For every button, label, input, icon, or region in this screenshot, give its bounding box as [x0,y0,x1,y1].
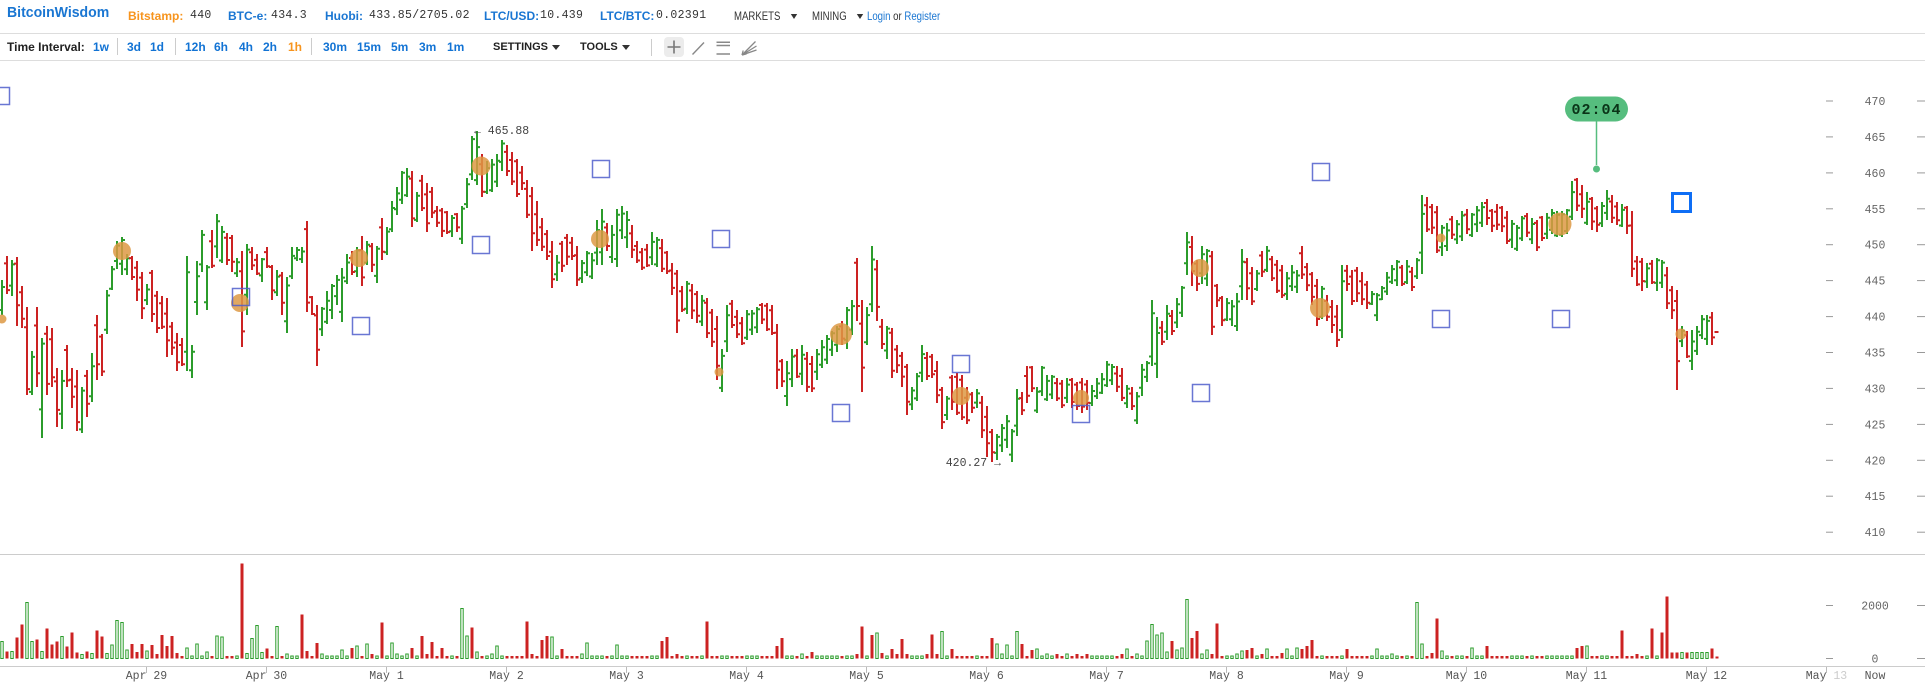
svg-text:410: 410 [1865,527,1886,540]
svg-text:470: 470 [1865,96,1886,109]
svg-text:445: 445 [1865,276,1886,289]
svg-text:Now: Now [1865,670,1886,683]
svg-text:415: 415 [1865,491,1886,504]
svg-text:May 12: May 12 [1686,670,1728,683]
svg-text:May 8: May 8 [1209,670,1244,683]
svg-text:May 7: May 7 [1089,670,1124,683]
svg-text:430: 430 [1865,383,1886,396]
svg-text:May 11: May 11 [1566,670,1608,683]
svg-text:May 13: May 13 [1806,670,1848,683]
svg-text:May 9: May 9 [1329,670,1364,683]
svg-text:2000: 2000 [1861,601,1889,614]
svg-text:May 2: May 2 [489,670,524,683]
svg-text:Apr 29: Apr 29 [126,670,168,683]
svg-text:465: 465 [1865,132,1886,145]
svg-text:455: 455 [1865,204,1886,217]
svg-text:Apr 30: Apr 30 [246,670,288,683]
svg-text:450: 450 [1865,240,1886,253]
svg-text:420.27 →: 420.27 → [946,457,1001,470]
svg-text:420: 420 [1865,455,1886,468]
svg-text:435: 435 [1865,348,1886,361]
svg-text:425: 425 [1865,419,1886,432]
svg-text:May 4: May 4 [729,670,764,683]
svg-text:← 465.88: ← 465.88 [474,125,529,138]
svg-text:May 10: May 10 [1446,670,1488,683]
svg-text:0: 0 [1872,654,1879,667]
svg-text:May 6: May 6 [969,670,1004,683]
svg-text:460: 460 [1865,168,1886,181]
svg-text:May 5: May 5 [849,670,884,683]
svg-text:02:04: 02:04 [1571,102,1621,119]
svg-text:May 3: May 3 [609,670,644,683]
svg-text:May 1: May 1 [369,670,404,683]
svg-text:440: 440 [1865,312,1886,325]
